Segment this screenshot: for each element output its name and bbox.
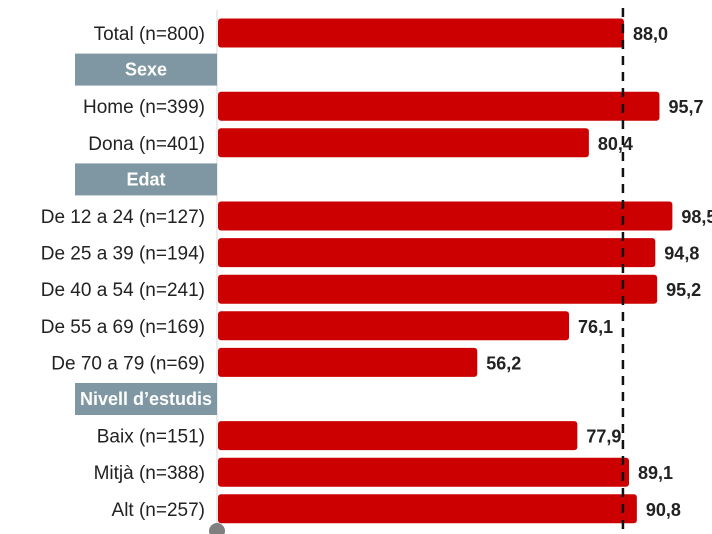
category-label: De 40 a 54 (n=241): [41, 280, 205, 301]
axis-marker-dot: [209, 523, 225, 534]
group-header-label: Sexe: [125, 60, 167, 80]
category-label: De 25 a 39 (n=194): [41, 244, 205, 265]
group-header-box: [75, 383, 217, 415]
group-header-label: Edat: [126, 169, 165, 189]
value-label: 95,2: [666, 280, 701, 300]
bar: [218, 201, 673, 231]
value-label: 56,2: [486, 353, 521, 373]
bar: [218, 238, 656, 268]
bar: [218, 91, 660, 121]
value-label: 88,0: [633, 24, 668, 44]
category-label: Total (n=800): [94, 24, 205, 45]
value-label: 95,7: [668, 97, 703, 117]
category-label: De 55 a 69 (n=169): [41, 317, 205, 338]
value-label: 90,8: [646, 500, 681, 520]
category-label: Mitjà (n=388): [94, 463, 205, 484]
category-label: Baix (n=151): [97, 427, 205, 448]
value-label: 98,5: [681, 207, 712, 227]
category-label: Home (n=399): [83, 97, 205, 118]
bar: [218, 347, 478, 377]
bar: [218, 128, 589, 158]
category-label: Dona (n=401): [88, 134, 205, 155]
value-label: 76,1: [578, 317, 613, 337]
bar: [218, 421, 578, 451]
bar: [218, 494, 637, 524]
bar: [218, 18, 624, 48]
value-label: 77,9: [586, 427, 621, 447]
value-label: 80,4: [598, 134, 633, 154]
value-label: 89,1: [638, 463, 673, 483]
category-label: De 12 a 24 (n=127): [41, 207, 205, 228]
group-header-label: Nivell d’estudis: [80, 389, 212, 409]
bar: [218, 457, 630, 487]
bar: [218, 311, 570, 341]
group-header-box: [75, 163, 217, 196]
value-label: 94,8: [664, 244, 699, 264]
category-label: De 70 a 79 (n=69): [51, 353, 205, 374]
group-header-box: [75, 53, 217, 86]
category-label: Alt (n=257): [112, 500, 205, 521]
bar: [218, 274, 658, 304]
